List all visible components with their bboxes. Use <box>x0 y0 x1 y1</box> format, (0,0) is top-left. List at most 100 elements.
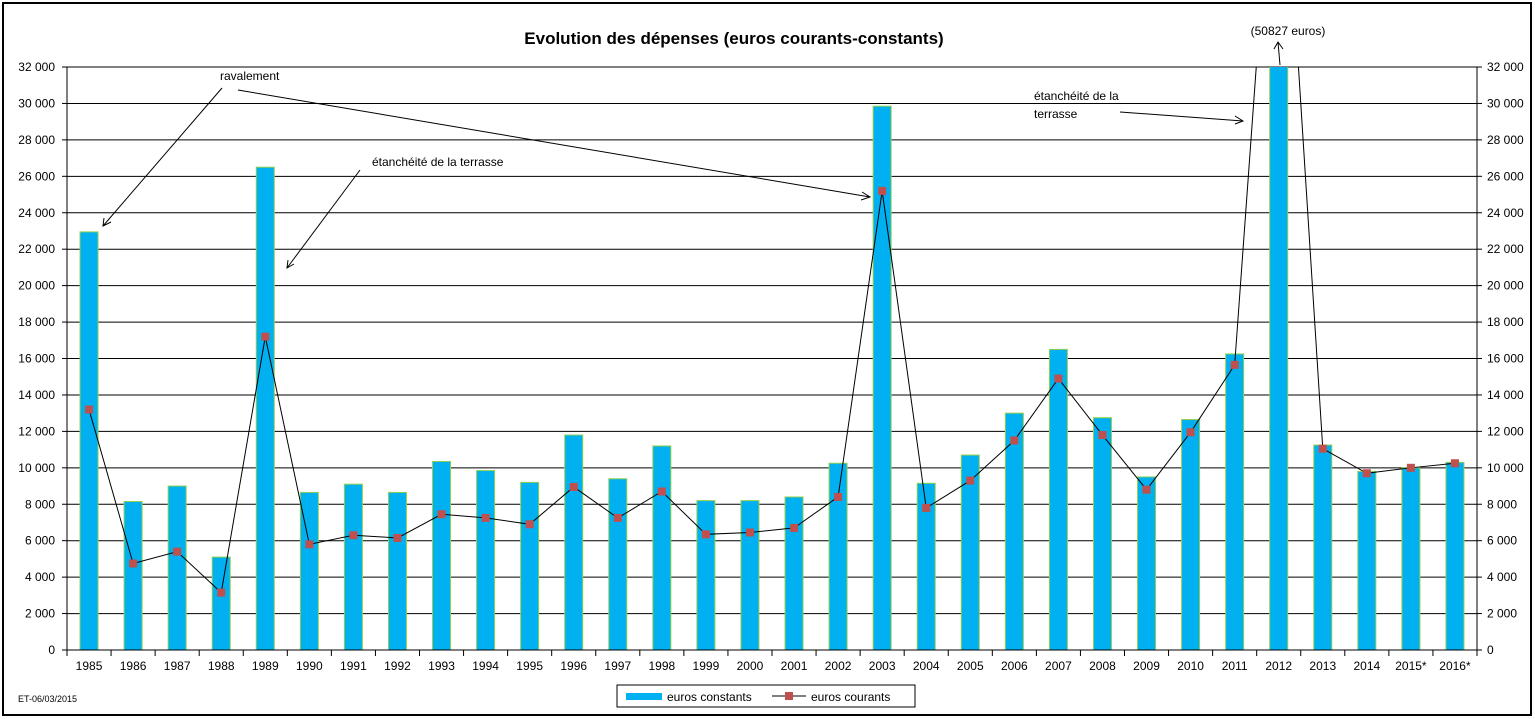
y-tick-label-right: 8 000 <box>1487 497 1517 511</box>
y-tick-label-right: 2 000 <box>1487 607 1517 621</box>
bar-2016* <box>1445 461 1465 650</box>
y-tick-label-left: 24 000 <box>18 206 55 220</box>
x-tick-label: 1987 <box>164 659 191 673</box>
bar-2004 <box>916 482 936 650</box>
bar-1989 <box>255 166 275 650</box>
x-tick-label: 2016* <box>1439 659 1471 673</box>
x-tick-label: 1991 <box>340 659 367 673</box>
line-euros-courants <box>88 67 1456 594</box>
bar-1986 <box>123 501 143 650</box>
x-tick-label: 1993 <box>428 659 455 673</box>
arrowhead <box>1273 41 1284 50</box>
bar-2003 <box>872 105 892 650</box>
y-tick-label-right: 32 000 <box>1487 60 1524 74</box>
bar-2006 <box>1004 412 1024 650</box>
y-tick-label-right: 4 000 <box>1487 570 1517 584</box>
x-tick-label: 2011 <box>1222 659 1248 673</box>
legend-swatch-line <box>785 692 793 700</box>
point-1999 <box>701 530 710 539</box>
y-tick-label-left: 32 000 <box>18 60 55 74</box>
bar-1999 <box>696 500 716 650</box>
point-2007 <box>1054 374 1063 383</box>
annotation-arrow <box>286 169 361 269</box>
x-tick-label: 2015* <box>1395 659 1427 673</box>
x-tick-label: 2000 <box>737 659 764 673</box>
point-2015* <box>1406 463 1415 472</box>
point-1986 <box>129 559 138 568</box>
bar-2000 <box>740 500 760 650</box>
point-1994 <box>481 513 490 522</box>
x-tick-label: 2010 <box>1177 659 1204 673</box>
point-2003 <box>878 186 887 195</box>
y-tick-label-right: 18 000 <box>1487 315 1524 329</box>
y-tick-label-left: 28 000 <box>18 133 55 147</box>
y-tick-label-left: 6 000 <box>25 534 55 548</box>
point-1995 <box>525 520 534 529</box>
bar-1996 <box>564 434 584 650</box>
y-tick-label-right: 0 <box>1487 643 1494 657</box>
annotation-arrow <box>237 89 871 198</box>
arrowhead <box>286 259 295 269</box>
bar-2007 <box>1048 348 1068 650</box>
point-1996 <box>569 482 578 491</box>
y-tick-label-right: 20 000 <box>1487 279 1524 293</box>
y-tick-label-right: 6 000 <box>1487 534 1517 548</box>
footer-date: ET-06/03/2015 <box>18 694 77 704</box>
annotation-arrow <box>102 87 223 227</box>
arrowhead <box>860 191 872 201</box>
point-2010 <box>1186 428 1195 437</box>
y-tick-label-right: 16 000 <box>1487 352 1524 366</box>
x-tick-label: 1988 <box>208 659 235 673</box>
x-tick-label: 1985 <box>76 659 103 673</box>
legend-label-courants: euros courants <box>811 690 890 704</box>
point-2002 <box>834 492 843 501</box>
annotation-etancheite: étanchéité de la terrasse <box>372 155 504 169</box>
point-1988 <box>217 588 226 597</box>
point-2011 <box>1230 360 1239 369</box>
y-tick-label-left: 14 000 <box>18 388 55 402</box>
y-tick-label-right: 28 000 <box>1487 133 1524 147</box>
y-tick-label-left: 0 <box>48 643 55 657</box>
legend: euros constants euros courants <box>616 684 916 708</box>
y-tick-label-left: 26 000 <box>18 169 55 183</box>
bar-2001 <box>784 496 804 650</box>
point-1987 <box>173 547 182 556</box>
point-1997 <box>613 513 622 522</box>
point-2001 <box>790 523 799 532</box>
point-2009 <box>1142 485 1151 494</box>
y-tick-label-right: 24 000 <box>1487 206 1524 220</box>
y-tick-label-left: 22 000 <box>18 242 55 256</box>
point-1990 <box>305 540 314 549</box>
x-tick-label: 2012 <box>1265 659 1292 673</box>
annotation-etancheite-2: étanchéité de la <box>1034 89 1119 103</box>
y-tick-label-right: 26 000 <box>1487 169 1524 183</box>
arrowhead <box>102 217 112 227</box>
bar-2011 <box>1225 353 1245 650</box>
x-tick-label: 1999 <box>693 659 720 673</box>
point-2005 <box>966 476 975 485</box>
x-tick-label: 2002 <box>825 659 852 673</box>
point-2013 <box>1318 444 1327 453</box>
bar-1995 <box>520 481 540 650</box>
bar-2005 <box>960 454 980 650</box>
point-1985 <box>85 405 94 414</box>
y-tick-label-left: 4 000 <box>25 570 55 584</box>
y-tick-label-right: 10 000 <box>1487 461 1524 475</box>
y-tick-label-right: 12 000 <box>1487 424 1524 438</box>
x-tick-label: 2006 <box>1001 659 1028 673</box>
point-2016* <box>1450 459 1459 468</box>
bar-1987 <box>167 485 187 650</box>
x-tick-label: 2014 <box>1353 659 1380 673</box>
legend-label-constants: euros constants <box>667 690 752 704</box>
legend-swatch-bar <box>626 693 662 700</box>
x-tick-label: 2007 <box>1045 659 1072 673</box>
bar-2010 <box>1181 419 1201 650</box>
x-tick-label: 1986 <box>120 659 147 673</box>
y-tick-label-left: 16 000 <box>18 352 55 366</box>
bar-1991 <box>343 483 363 650</box>
bar-1998 <box>652 445 672 650</box>
y-tick-label-left: 8 000 <box>25 497 55 511</box>
x-tick-label: 2001 <box>781 659 808 673</box>
